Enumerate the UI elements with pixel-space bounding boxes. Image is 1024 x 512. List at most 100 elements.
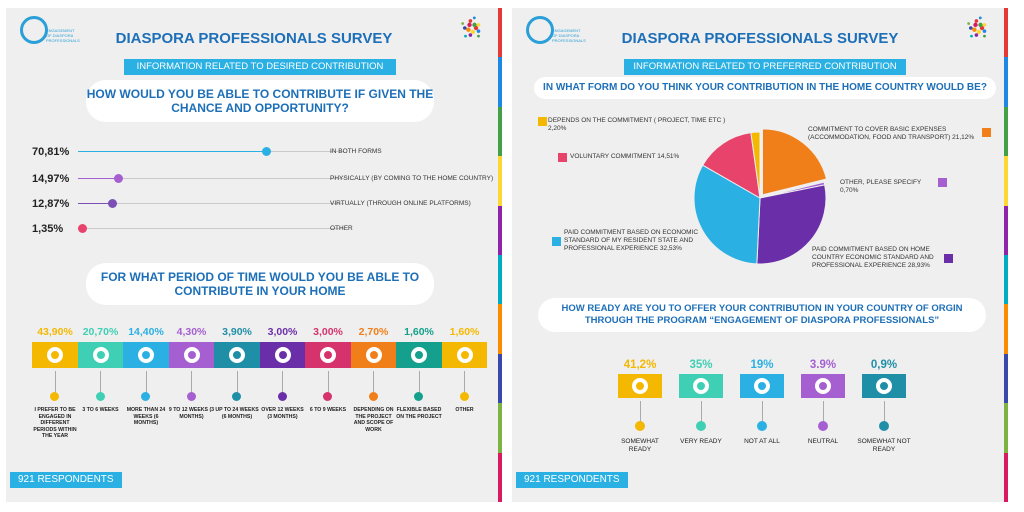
bar-value-label: 1,35% — [32, 223, 64, 235]
logo-ring-icon — [20, 16, 48, 44]
flower-petal — [477, 34, 480, 38]
ring-icon — [411, 347, 427, 363]
period-block — [396, 342, 442, 368]
period-dot — [414, 392, 423, 401]
period-category-label: I PREFER TO BE ENGAGED IN DIFFERENT PERI… — [33, 407, 77, 439]
readiness-category-label: SOMEWHAT NOT READY — [857, 438, 911, 453]
period-dot — [50, 392, 59, 401]
ring-icon — [456, 347, 473, 363]
readiness-category-label: SOMEWHAT READY — [621, 438, 659, 453]
period-stem — [373, 371, 374, 395]
period-category-label: DEPENDING ON THE PROJECT AND SCOPE OF WO… — [353, 407, 394, 433]
edge-segment — [498, 205, 502, 255]
bar-track — [78, 178, 344, 179]
logo-ring-icon — [526, 16, 554, 44]
bar-end-dot — [262, 147, 272, 156]
flower-petal — [468, 33, 473, 37]
bar-end-dot — [108, 199, 118, 208]
bar-row: 70,81% IN BOTH FORMS — [32, 146, 502, 158]
readiness-stem — [762, 401, 763, 425]
ring-icon — [754, 378, 770, 394]
period-category-label: UP TO 24 WEEKS (6 MONTHS) — [215, 407, 259, 420]
pie-slice — [702, 132, 761, 199]
flower-petal — [983, 34, 986, 38]
period-stem — [236, 371, 238, 395]
readiness-block — [740, 374, 784, 398]
question-readiness: HOW READY ARE YOU TO OFFER YOUR CONTRIBU… — [538, 298, 986, 332]
ring-icon — [815, 378, 831, 394]
flower-petal — [982, 23, 987, 27]
flower-logo-icon — [967, 16, 987, 38]
edge-segment — [1004, 254, 1008, 305]
flower-petal — [468, 19, 473, 23]
edge-segment — [498, 304, 502, 354]
period-block — [123, 342, 169, 368]
bar-value-label: 12,87% — [32, 198, 70, 210]
period-block — [305, 342, 351, 368]
pie-legend-swatch — [558, 153, 567, 162]
ring-icon — [320, 347, 336, 363]
period-category-label: 3 TO 6 WEEKS — [82, 407, 119, 413]
readiness-block — [862, 374, 906, 398]
period-value-label: 1,60% — [404, 326, 434, 338]
flower-petal — [978, 16, 982, 20]
edge-segment — [1004, 403, 1008, 453]
edge-segment — [1004, 205, 1008, 255]
period-stem — [418, 371, 420, 395]
flower-petal — [464, 34, 467, 38]
logo-text: ENGAGEMENT OF DIASPORA PROFESSIONALS — [552, 28, 586, 43]
edge-segment — [498, 156, 502, 206]
period-value-label: 14,40% — [128, 326, 164, 338]
bar-row: 14,97% PHYSICALLY (BY COMING TO THE HOME … — [32, 173, 502, 185]
period-stem — [282, 371, 283, 395]
bar-row: 1,35% OTHER — [32, 223, 502, 235]
bar-track — [78, 203, 344, 204]
period-block — [441, 342, 487, 368]
period-value-label: 3,90% — [222, 326, 252, 338]
pie-legend-swatch — [552, 237, 561, 246]
readiness-stem — [640, 401, 641, 425]
period-dot — [95, 392, 105, 401]
page-title: DIASPORA PROFESSIONALS SURVEY — [621, 30, 899, 47]
pie-category-label: VOLUNTARY COMMITMENT 14,51% — [570, 153, 680, 160]
flower-petal — [466, 27, 471, 32]
edge-segment — [1004, 304, 1008, 354]
readiness-value-label: 35% — [689, 359, 713, 371]
period-block — [32, 342, 78, 368]
period-stem — [145, 371, 147, 395]
readiness-value-label: 3.9% — [809, 359, 837, 371]
readiness-dot — [818, 421, 828, 431]
ring-icon — [92, 347, 109, 363]
readiness-dot — [635, 421, 645, 431]
pie-category-label: COMMITMENT TO COVER BASIC EXPENSES (ACCO… — [808, 126, 975, 141]
period-stem — [100, 371, 101, 395]
period-block — [168, 342, 214, 368]
bar-end-dot — [113, 174, 123, 183]
pie-legend-swatch — [944, 254, 953, 263]
edge-segment — [498, 57, 502, 107]
ring-icon — [365, 347, 382, 363]
edge-segment — [498, 403, 502, 453]
bar-category-label: IN BOTH FORMS — [330, 148, 382, 155]
period-block — [350, 342, 396, 368]
readiness-dot — [757, 421, 767, 431]
readiness-category-label: VERY READY — [680, 438, 722, 445]
period-value-label: 20,70% — [82, 326, 119, 338]
readiness-stem — [884, 401, 885, 425]
ep-logo: ENGAGEMENT OF DIASPORA PROFESSIONALS — [20, 16, 80, 46]
pie-category-label: OTHER, PLEASE SPECIFY 0,70% — [840, 179, 922, 194]
period-block — [77, 342, 123, 368]
bar-end-dot — [77, 224, 87, 233]
bar-row: 12,87% VIRTUALLY (THROUGH ONLINE PLATFORM… — [32, 198, 502, 210]
ring-icon — [876, 378, 892, 394]
pie-legend-swatch — [938, 178, 947, 187]
bar-fill — [78, 151, 267, 152]
readiness-dot — [696, 421, 706, 431]
pie-legend-swatch — [538, 117, 547, 126]
bar-value-label: 14,97% — [32, 173, 70, 185]
edge-segment — [498, 452, 502, 502]
flower-petal — [463, 26, 467, 30]
period-dot — [368, 392, 378, 401]
period-category-label: 9 TO 12 WEEKS (3 MONTHS) — [168, 407, 215, 420]
readiness-stem — [701, 401, 702, 425]
